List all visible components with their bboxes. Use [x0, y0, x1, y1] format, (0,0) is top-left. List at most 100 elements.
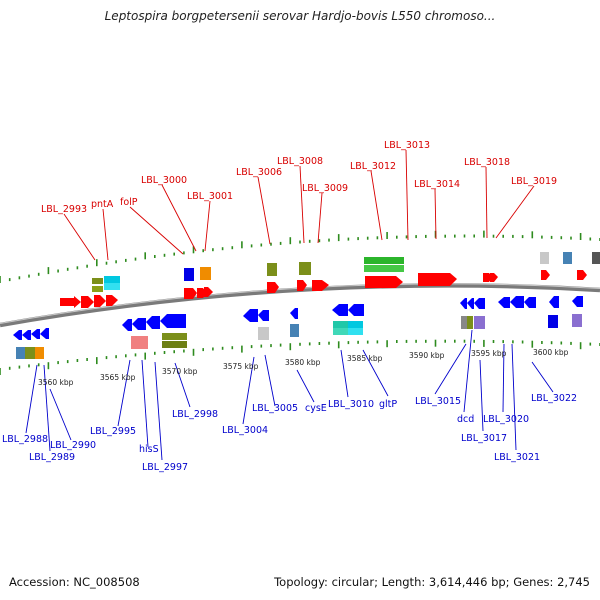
feature-box-gray-2[interactable] — [461, 316, 467, 329]
label-lbl-3010[interactable]: LBL_3010 — [328, 399, 374, 410]
feature-box-salmon[interactable] — [131, 336, 148, 349]
gene-lbl-3013-arrow[interactable] — [418, 273, 457, 286]
label-gltp[interactable]: gltP — [379, 399, 397, 410]
gene-lbl-2990b-arrow[interactable] — [40, 328, 49, 339]
feature-box-olive-3[interactable] — [267, 263, 277, 276]
label-lbl-3018[interactable]: LBL_3018 — [464, 157, 510, 168]
label-lbl-3020[interactable]: LBL_3020 — [483, 414, 529, 425]
feature-box-cyan-1[interactable] — [104, 276, 120, 283]
feature-box-lightgray[interactable] — [258, 327, 269, 340]
gene-dcd-arrow[interactable] — [467, 298, 474, 309]
feature-box-olive-4[interactable] — [299, 262, 311, 275]
gene-lbl-3012-arrow[interactable] — [365, 276, 403, 288]
feature-box-blue[interactable] — [184, 268, 194, 281]
gene-lbl-3001-arrow[interactable] — [204, 287, 213, 297]
gene-pnta-arrow[interactable] — [81, 296, 94, 308]
label-lbl-2997[interactable]: LBL_2997 — [142, 462, 188, 473]
gene-lbl-2998-arrow[interactable] — [160, 314, 186, 328]
gene-lbl-3019-arrow[interactable] — [490, 273, 498, 282]
label-lbl-3006[interactable]: LBL_3006 — [236, 167, 282, 178]
label-pnta[interactable]: pntA — [91, 199, 114, 210]
label-lbl-3009[interactable]: LBL_3009 — [302, 183, 348, 194]
label-lbl-3004[interactable]: LBL_3004 — [222, 425, 268, 436]
label-lbl-2990[interactable]: LBL_2990 — [50, 440, 96, 451]
label-lbl-3019[interactable]: LBL_3019 — [511, 176, 557, 187]
reverse-leader-lines — [25, 329, 554, 461]
feature-box-cyan-4[interactable] — [348, 328, 363, 335]
label-dcd[interactable]: dcd — [457, 414, 474, 425]
label-lbl-3015[interactable]: LBL_3015 — [415, 396, 461, 407]
feature-box-blue-2[interactable] — [548, 315, 558, 328]
label-lbl-3001[interactable]: LBL_3001 — [187, 191, 233, 202]
gene-foot-arrow-2[interactable] — [106, 295, 118, 306]
label-lbl-3017[interactable]: LBL_3017 — [461, 433, 507, 444]
gene-cyse-arrow[interactable] — [290, 308, 298, 319]
feature-box-green-2[interactable] — [364, 265, 404, 272]
label-cyse[interactable]: cysE — [305, 403, 327, 414]
feature-box-olive-7[interactable] — [162, 341, 187, 348]
gene-lbl-3006-arrow[interactable] — [267, 282, 279, 293]
label-lbl-2995[interactable]: LBL_2995 — [90, 426, 136, 437]
gene-lbl-3004-arrow[interactable] — [243, 309, 258, 322]
feature-box-cyan-3[interactable] — [348, 321, 363, 328]
label-lbl-3021[interactable]: LBL_3021 — [494, 452, 540, 463]
gene-lbl-3017-arrow[interactable] — [474, 298, 485, 309]
gene-lbl-3009-arrow[interactable] — [312, 280, 329, 291]
gene-edge-arrow[interactable] — [577, 270, 587, 280]
feature-box-green-1[interactable] — [364, 257, 404, 264]
label-folp[interactable]: folP — [120, 197, 138, 208]
gene-lbl-2990-arrow[interactable] — [31, 329, 40, 339]
gene-lbl-2997-arrow[interactable] — [146, 316, 160, 329]
scale-3575: 3575 kbp — [223, 362, 259, 371]
label-lbl-3000[interactable]: LBL_3000 — [141, 175, 187, 186]
feature-box-steel-3[interactable] — [290, 324, 299, 337]
gene-lbl-2989-arrow[interactable] — [22, 330, 31, 340]
gene-folp-arrow[interactable] — [184, 288, 197, 299]
label-lbl-2993[interactable]: LBL_2993 — [41, 204, 87, 215]
feature-box-purple[interactable] — [474, 316, 485, 329]
gene-lbl-3020-arrow[interactable] — [498, 297, 510, 308]
gene-lbl-2993-arrow[interactable] — [60, 296, 81, 308]
label-lbl-2989[interactable]: LBL_2989 — [29, 452, 75, 463]
scale-3570: 3570 kbp — [162, 367, 198, 376]
feature-box-orange-2[interactable] — [35, 347, 44, 359]
feature-box-dark[interactable] — [592, 252, 600, 264]
feature-box-orange[interactable] — [200, 267, 211, 280]
feature-box-olive-1[interactable] — [92, 278, 103, 284]
feature-box-steel-2[interactable] — [16, 347, 25, 359]
scale-3595: 3595 kbp — [471, 349, 507, 358]
gene-lbl-3021b-arrow[interactable] — [524, 297, 536, 308]
feature-box-olive-6[interactable] — [162, 333, 187, 340]
gene-lbl-3008-arrow[interactable] — [297, 280, 307, 291]
label-lbl-3013[interactable]: LBL_3013 — [384, 140, 430, 151]
gene-lbl-3005-arrow[interactable] — [258, 310, 269, 321]
label-lbl-3008[interactable]: LBL_3008 — [277, 156, 323, 167]
label-hiss[interactable]: hisS — [139, 444, 159, 455]
gene-edge-rev-arrow[interactable] — [572, 296, 583, 307]
gene-lbl-3015-arrow[interactable] — [460, 298, 467, 309]
label-lbl-3022[interactable]: LBL_3022 — [531, 393, 577, 404]
gene-lbl-3010-arrow[interactable] — [332, 304, 348, 316]
label-lbl-2988[interactable]: LBL_2988 — [2, 434, 48, 445]
feature-box-purple-2[interactable] — [572, 314, 582, 327]
feature-box-olive-5[interactable] — [25, 347, 35, 359]
feature-box-olive-8[interactable] — [467, 316, 473, 329]
feature-box-gray[interactable] — [540, 252, 549, 264]
feature-box-steel[interactable] — [563, 252, 572, 264]
feature-box-olive-2[interactable] — [92, 286, 103, 292]
gene-lbl-2995-arrow[interactable] — [122, 319, 132, 331]
feature-box-aqua-2[interactable] — [333, 328, 348, 335]
gene-gltp-arrow[interactable] — [348, 304, 364, 316]
feature-box-aqua-1[interactable] — [333, 321, 348, 328]
label-lbl-3005[interactable]: LBL_3005 — [252, 403, 298, 414]
gene-lbl-3022-arrow[interactable] — [549, 296, 559, 308]
gene-hiss-arrow[interactable] — [132, 318, 146, 330]
gene-lbl-2988-arrow[interactable] — [13, 330, 22, 340]
label-lbl-2998[interactable]: LBL_2998 — [172, 409, 218, 420]
feature-box-cyan-2[interactable] — [104, 283, 120, 290]
gene-lbl-3019b-arrow[interactable] — [541, 270, 550, 280]
label-lbl-3012[interactable]: LBL_3012 — [350, 161, 396, 172]
label-lbl-3014[interactable]: LBL_3014 — [414, 179, 460, 190]
gene-lbl-3021-arrow[interactable] — [510, 296, 524, 308]
gene-foot-arrow-1[interactable] — [94, 295, 106, 307]
